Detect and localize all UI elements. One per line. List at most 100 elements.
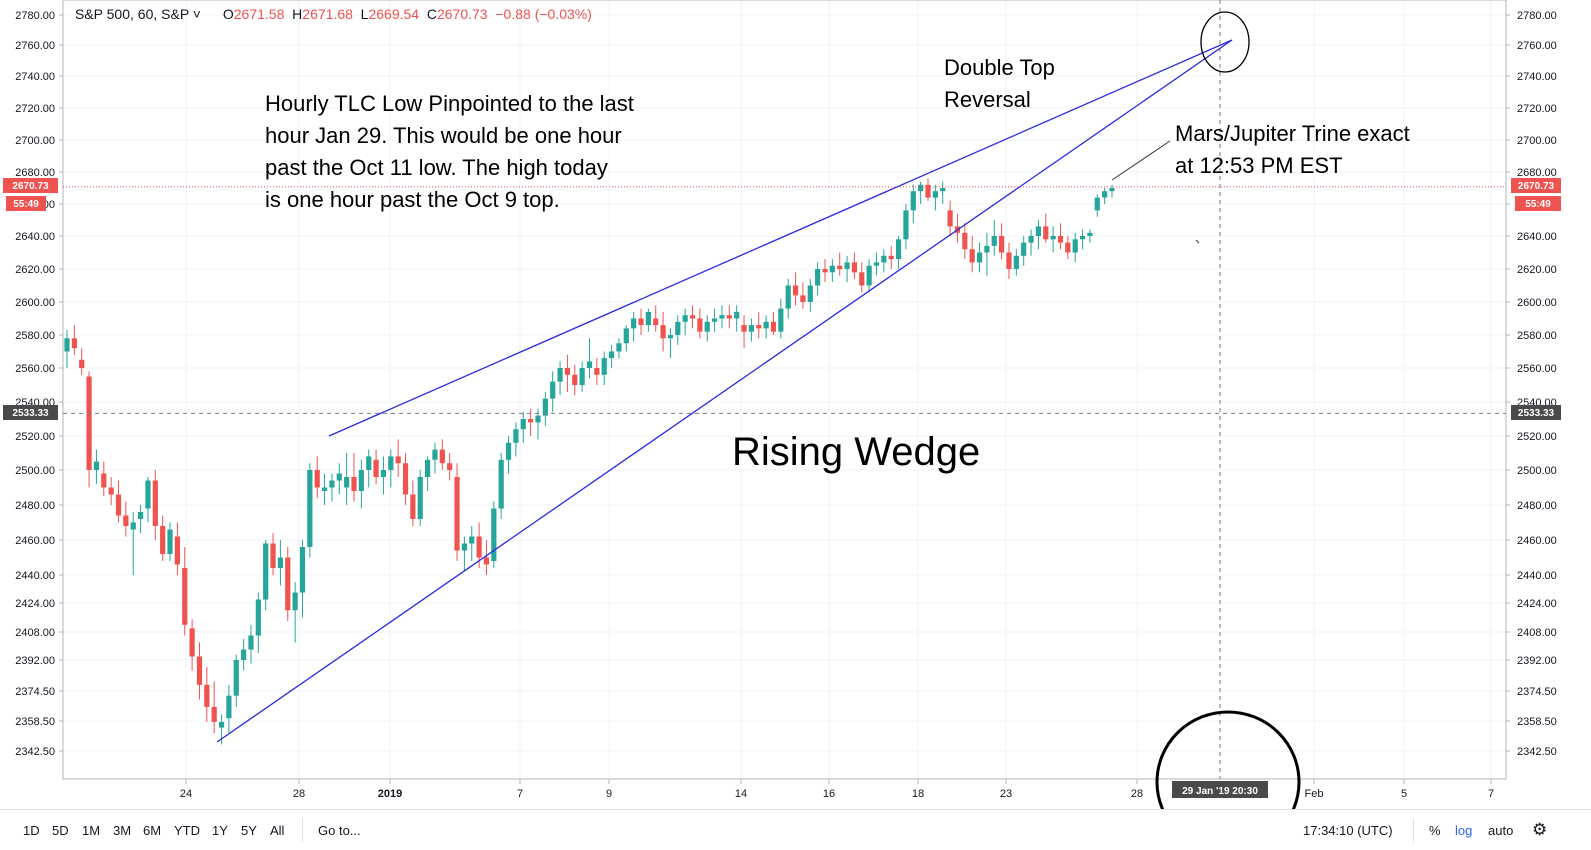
candle-body	[608, 351, 615, 359]
candle-body	[388, 456, 394, 470]
range-3m[interactable]: 3M	[113, 823, 132, 838]
y-tick-label-right: 2342.50	[1517, 746, 1557, 758]
range-1y[interactable]: 1Y	[212, 823, 228, 838]
y-tick-label-left: 2392.00	[15, 655, 55, 667]
range-5y[interactable]: 5Y	[241, 823, 257, 838]
candle-body	[535, 415, 541, 423]
y-tick-label-right: 2720.00	[1517, 103, 1557, 115]
open-value: 2671.58	[233, 6, 285, 22]
apex-circle	[1200, 11, 1250, 73]
symbol-title[interactable]: S&P 500, 60, S&P	[75, 6, 189, 22]
candle-body	[1087, 232, 1093, 236]
candle-body	[844, 262, 850, 269]
toolbar-divider	[302, 818, 303, 842]
candle-body	[233, 660, 239, 696]
candle-body	[513, 429, 519, 443]
y-tick-label-right: 2374.50	[1517, 686, 1557, 698]
x-tick-label: 14	[735, 788, 747, 800]
candle-body	[292, 592, 298, 611]
tlc-line: Hourly TLC Low Pinpointed to the last	[265, 91, 634, 116]
x-tick-label: 28	[293, 788, 305, 800]
range-1d[interactable]: 1D	[23, 823, 40, 838]
candle-body	[800, 295, 806, 302]
range-6m[interactable]: 6M	[143, 823, 162, 838]
candle-body	[815, 269, 821, 286]
candle-body	[93, 461, 100, 470]
auto-toggle[interactable]: auto	[1488, 823, 1514, 838]
candle-body	[1109, 188, 1115, 192]
candle-body	[969, 249, 975, 263]
percent-toggle[interactable]: %	[1429, 823, 1441, 838]
utc-clock[interactable]: 17:34:10 (UTC)	[1303, 823, 1393, 838]
change-value: −0.88 (−0.03%)	[495, 6, 592, 22]
candle-body	[1050, 236, 1056, 240]
last-price-tag-left: 2670.73	[12, 181, 49, 192]
y-tick-label-left: 2640.00	[15, 231, 55, 243]
y-tick-label-left: 2760.00	[15, 40, 55, 52]
candle-body	[697, 318, 703, 332]
candle-body	[248, 635, 254, 650]
candle-body	[505, 442, 512, 460]
candle-body	[358, 470, 364, 491]
y-tick-label-left: 2374.50	[15, 686, 55, 698]
chevron-down-icon[interactable]: ˅	[188, 6, 201, 22]
x-tick-label: 5	[1401, 788, 1407, 800]
candle-body	[550, 381, 556, 399]
gear-icon[interactable]: ⚙	[1532, 820, 1548, 839]
x-tick-label: 7	[1488, 788, 1494, 800]
candle-body	[667, 335, 674, 339]
candle-body	[866, 265, 872, 286]
candle-body	[903, 210, 909, 240]
range-5d[interactable]: 5D	[52, 823, 69, 838]
candle-body	[947, 210, 953, 227]
x-tick-label: 2019	[378, 788, 402, 800]
log-toggle[interactable]: log	[1455, 823, 1473, 838]
y-tick-label-right: 2560.00	[1517, 363, 1557, 375]
candle-body	[270, 543, 276, 568]
candle-body	[1006, 252, 1012, 269]
candle-body	[86, 376, 92, 470]
candle-body	[417, 477, 423, 519]
trine-annotation: Mars/Jupiter Trine exact at 12:53 PM EST	[1175, 118, 1410, 182]
countdown-tag-right-bg	[1515, 196, 1561, 211]
y-tick-label-right: 2680.00	[1517, 167, 1557, 179]
candle-body	[1065, 242, 1071, 253]
open-label: O	[222, 6, 234, 22]
symbol-legend[interactable]: S&P 500, 60, S&P ˅ O2671.58 H2671.68 L26…	[75, 6, 592, 22]
crosshair-time-tag: 29 Jan '19 20:30	[1182, 786, 1258, 797]
countdown-tag-left-bg	[6, 196, 46, 211]
close-value: 2670.73	[436, 6, 488, 22]
candle-body	[321, 487, 328, 491]
candle-body	[439, 449, 445, 464]
candle-body	[71, 338, 77, 349]
candle-body	[689, 315, 696, 319]
candle-body	[572, 374, 578, 385]
candle-body	[476, 536, 482, 558]
candle-body	[329, 480, 335, 488]
candle-body	[631, 318, 637, 329]
candle-body	[1102, 191, 1108, 198]
y-tick-label-left: 2620.00	[15, 264, 55, 276]
candle-body	[395, 456, 401, 464]
double-top-line: Reversal	[944, 87, 1031, 112]
trine-line: Mars/Jupiter Trine exact	[1175, 121, 1410, 146]
tlc-line: is one hour past the Oct 9 top.	[265, 187, 560, 212]
x-tick-label: 23	[1000, 788, 1012, 800]
candle-body	[601, 358, 607, 375]
crosshair-price-tag-left: 2533.33	[12, 408, 49, 419]
goto-button[interactable]: Go to...	[318, 823, 361, 838]
range-all[interactable]: All	[270, 823, 285, 838]
candle-body	[910, 191, 916, 211]
range-1m[interactable]: 1M	[82, 823, 101, 838]
candle-body	[616, 343, 622, 352]
low-value: 2669.54	[368, 6, 420, 22]
rising-wedge-label: Rising Wedge	[732, 430, 981, 474]
tlc-annotation: Hourly TLC Low Pinpointed to the last ho…	[265, 88, 634, 216]
y-tick-label-left: 2720.00	[15, 103, 55, 115]
range-ytd[interactable]: YTD	[174, 823, 200, 838]
y-tick-label-right: 2460.00	[1517, 535, 1557, 547]
x-tick-label: 18	[912, 788, 924, 800]
candle-body	[255, 599, 261, 636]
candle-body	[285, 557, 291, 611]
